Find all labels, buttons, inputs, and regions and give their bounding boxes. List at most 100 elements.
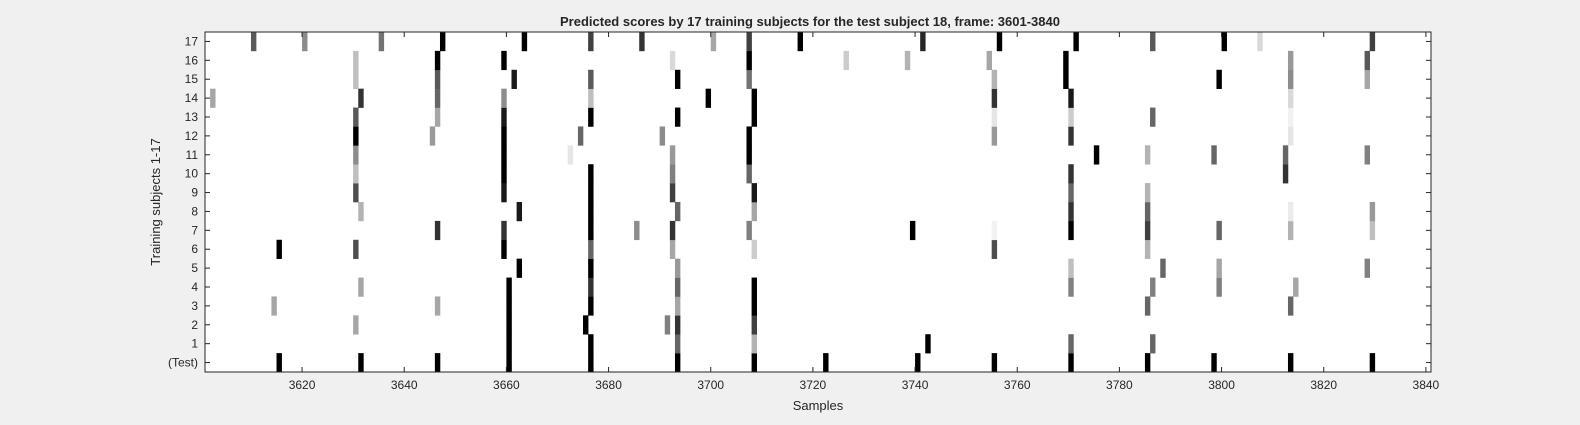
y-tick-label: 6	[191, 242, 198, 256]
heatmap-cell	[1068, 126, 1074, 146]
heatmap-cell	[991, 69, 998, 89]
heatmap-cell	[501, 239, 507, 259]
heatmap-cell	[746, 32, 752, 52]
heatmap-cell	[751, 296, 757, 316]
heatmap-cell	[1369, 202, 1376, 222]
heatmap-cell	[674, 353, 681, 373]
heatmap-cell	[1144, 202, 1151, 222]
heatmap-cell	[1364, 69, 1370, 89]
heatmap-cell	[751, 277, 757, 297]
heatmap-cell	[1068, 258, 1074, 278]
heatmap-cell	[925, 334, 931, 354]
heatmap-cell	[920, 32, 926, 52]
heatmap-cell	[1150, 277, 1156, 297]
heatmap-cell	[358, 88, 364, 108]
y-tick-label: 13	[185, 110, 199, 124]
x-tick-label: 3660	[493, 378, 520, 392]
heatmap-cell	[1216, 277, 1222, 297]
heatmap-cell	[276, 239, 282, 259]
heatmap-cell	[1287, 353, 1294, 373]
heatmap-cell	[588, 258, 594, 278]
heatmap-cell	[588, 353, 594, 373]
heatmap-cell	[434, 50, 441, 71]
heatmap-cell	[915, 353, 921, 373]
heatmap-cell	[583, 315, 589, 335]
heatmap-cell	[1293, 277, 1299, 297]
heatmap-cell	[1369, 32, 1376, 52]
heatmap-cell	[746, 69, 752, 89]
heatmap-cell	[1282, 145, 1289, 165]
heatmap-cell	[751, 202, 757, 222]
heatmap-cell	[1068, 202, 1074, 222]
heatmap-cell	[501, 164, 507, 184]
heatmap-cell	[710, 32, 717, 52]
heatmap-cell	[674, 315, 681, 335]
heatmap-cell	[210, 88, 216, 108]
heatmap-cell	[751, 183, 757, 203]
y-tick-label: 3	[191, 299, 198, 313]
heatmap-cell	[746, 164, 752, 184]
y-tick-label: 4	[191, 280, 198, 294]
heatmap-cell	[588, 88, 594, 108]
heatmap-cell	[588, 32, 594, 52]
heatmap-cell	[1150, 107, 1156, 127]
heatmap-cell	[1073, 32, 1079, 52]
heatmap-cell	[823, 353, 829, 373]
heatmap-cell	[1093, 145, 1100, 165]
x-tick-label: 3700	[697, 378, 724, 392]
heatmap-cell	[669, 183, 676, 203]
heatmap-cell	[674, 69, 681, 89]
heatmap-cell	[353, 50, 359, 71]
heatmap-cell	[506, 277, 512, 297]
heatmap-cell	[797, 32, 803, 52]
heatmap-cell	[674, 107, 681, 127]
heatmap-cell	[276, 353, 282, 373]
plot-border	[204, 31, 1432, 373]
heatmap-cell	[751, 239, 757, 259]
heatmap-cell	[746, 126, 752, 146]
heatmap-cell	[669, 50, 676, 71]
heatmap-cell	[1216, 220, 1222, 241]
y-tick-label: (Test)	[168, 356, 198, 370]
heatmap-cell	[521, 32, 528, 52]
heatmap-cell	[588, 334, 594, 354]
heatmap-cell	[1287, 88, 1294, 108]
heatmap-cell	[353, 164, 359, 184]
y-tick-label: 14	[185, 91, 199, 105]
heatmap-cell	[353, 69, 359, 89]
heatmap-cell	[302, 32, 308, 52]
y-axis-label: Training subjects 1-17	[148, 138, 163, 265]
x-tick-label: 3820	[1310, 378, 1337, 392]
heatmap-cell	[843, 50, 849, 71]
heatmap-cell	[991, 220, 998, 241]
heatmap-cell	[588, 296, 594, 316]
heatmap-cell	[751, 88, 757, 108]
heatmap-cell	[1287, 126, 1294, 146]
heatmap-cell	[746, 50, 752, 71]
heatmap-cell	[434, 88, 441, 108]
heatmap-cell	[1257, 32, 1263, 52]
x-tick-label: 3620	[289, 378, 316, 392]
x-tick-label: 3840	[1413, 378, 1440, 392]
y-tick-label: 15	[185, 72, 199, 86]
heatmap-cell	[353, 107, 359, 127]
heatmap-cell	[991, 353, 998, 373]
heatmap-cell	[1068, 164, 1074, 184]
heatmap-cell	[1364, 258, 1370, 278]
y-tick-label: 17	[185, 34, 199, 48]
heatmap-cell	[669, 220, 676, 241]
heatmap-cell	[674, 258, 681, 278]
heatmap-cell	[991, 88, 998, 108]
heatmap-cell	[639, 32, 645, 52]
heatmap-cell	[634, 220, 640, 241]
heatmap-cell	[501, 220, 507, 241]
x-tick-label: 3720	[800, 378, 827, 392]
x-axis-ticks: 3620 3640 3660 3680 3700 3720 3740 3760 3780 3800…	[289, 32, 1440, 392]
heatmap-cell	[669, 145, 676, 165]
heatmap-cell	[439, 32, 446, 52]
heatmap-cell	[271, 296, 277, 316]
plot-area	[205, 32, 1431, 372]
y-tick-label: 11	[186, 148, 199, 162]
